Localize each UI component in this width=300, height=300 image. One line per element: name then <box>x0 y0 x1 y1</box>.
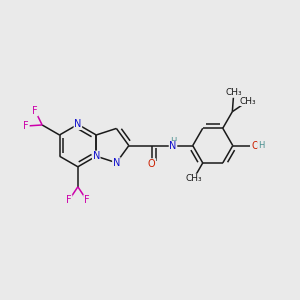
Text: H: H <box>258 141 264 150</box>
Text: O: O <box>148 159 156 169</box>
Text: CH₃: CH₃ <box>185 174 202 183</box>
Text: N: N <box>74 119 82 129</box>
Text: CH₃: CH₃ <box>225 88 242 97</box>
Text: F: F <box>66 195 72 205</box>
Text: H: H <box>170 137 176 146</box>
Text: O: O <box>251 141 259 151</box>
Text: F: F <box>32 106 38 116</box>
Text: N: N <box>92 151 100 161</box>
Text: N: N <box>169 142 177 152</box>
Text: F: F <box>23 121 29 131</box>
Text: CH₃: CH₃ <box>240 97 256 106</box>
Text: N: N <box>113 158 120 168</box>
Text: F: F <box>84 195 89 205</box>
